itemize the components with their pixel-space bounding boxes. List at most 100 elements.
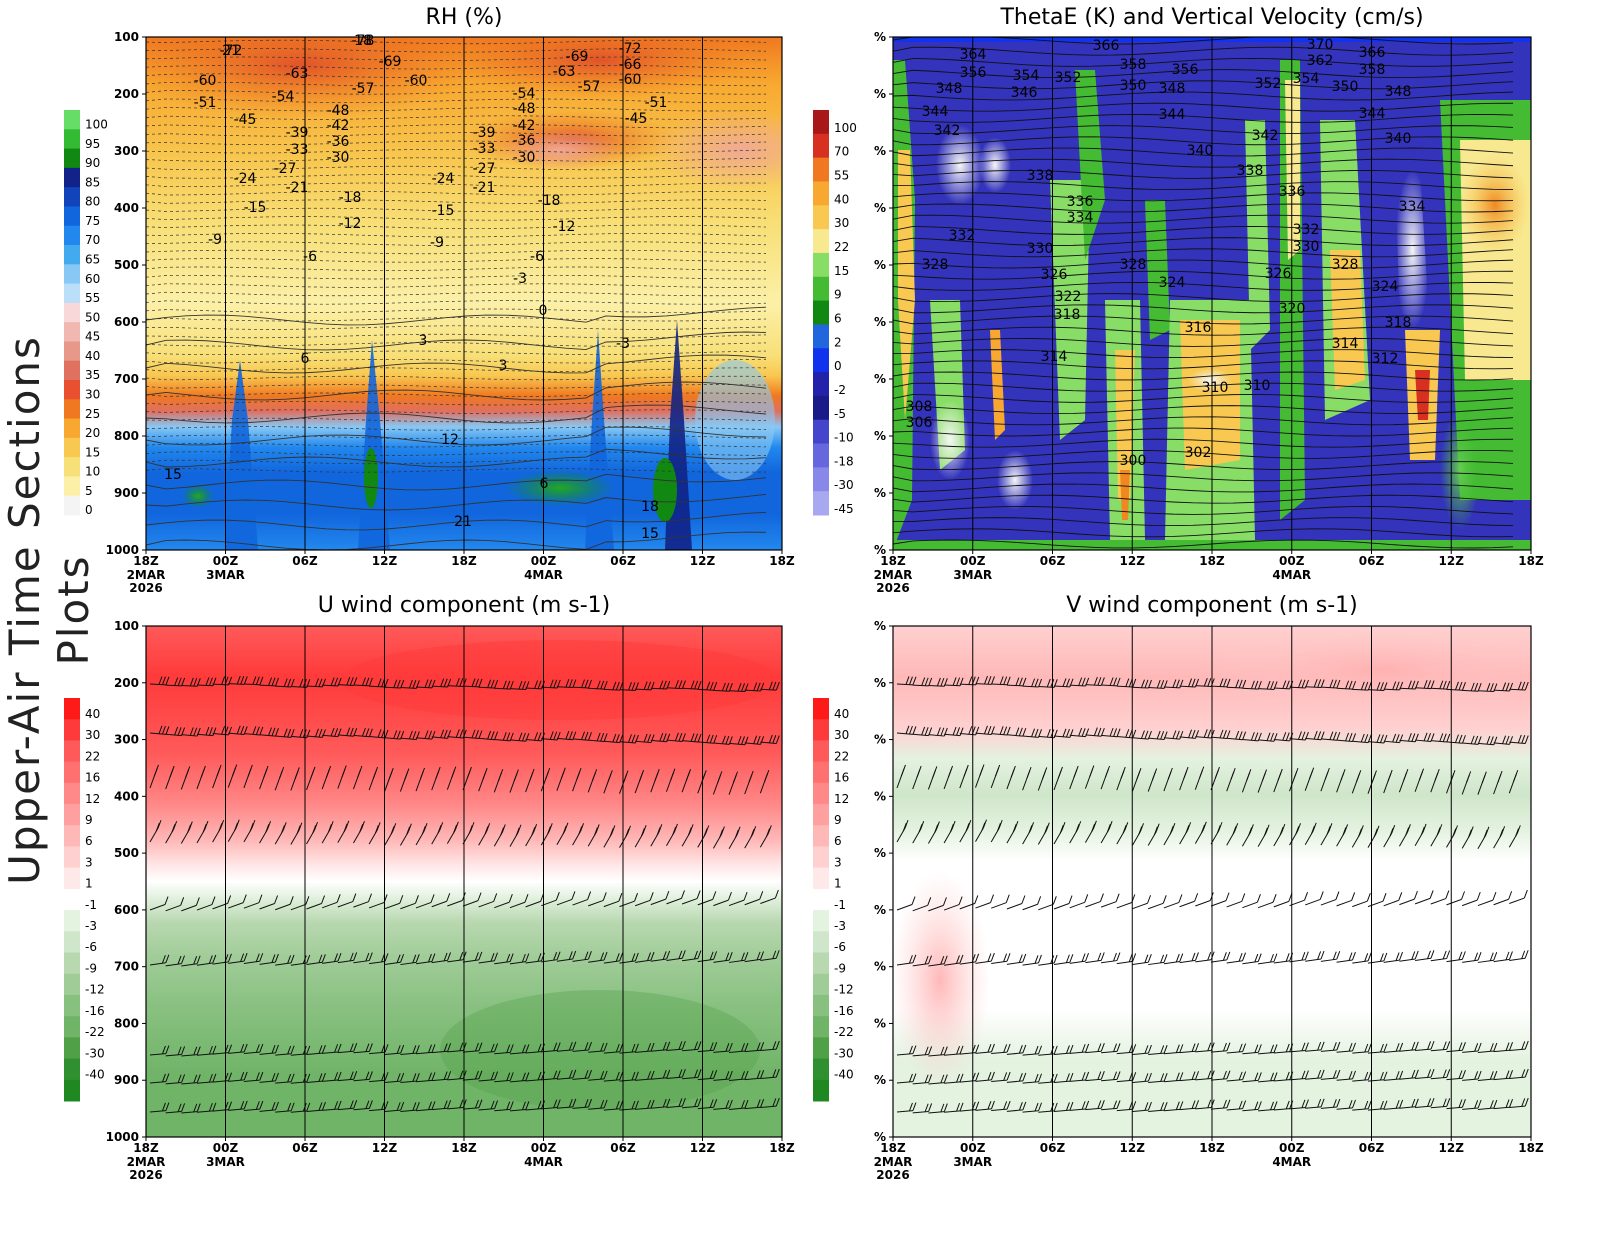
- v-wind-date-label: 2MAR: [874, 1155, 913, 1169]
- u-wind-wind-barb: [196, 684, 213, 687]
- rh-contour-label: -39: [286, 125, 309, 141]
- rh-contour-label: 6: [540, 476, 549, 492]
- u-wind-wind-barb: [290, 1110, 307, 1113]
- u-wind-wind-barb: [400, 902, 416, 910]
- v-wind-wind-barb: [944, 684, 961, 687]
- u-wind-wind-barb: [337, 1078, 354, 1082]
- rh-colorbar-label: 15: [85, 445, 100, 459]
- thetae-x-tick-label: 06Z: [1040, 554, 1066, 568]
- rh-contour-label: -66: [619, 57, 642, 73]
- thetae-contour-label: 314: [1332, 336, 1359, 352]
- rh-contour-label: 21: [454, 514, 472, 530]
- thetae-colorbar-swatch: [813, 110, 829, 135]
- u-wind-wind-barb: [509, 901, 526, 909]
- thetae-colorbar-label: -30: [834, 478, 854, 492]
- v-wind-y-tick-label: %: [874, 1073, 886, 1087]
- v-wind-wind-barb: [1415, 957, 1432, 962]
- v-wind-wind-barb: [1195, 959, 1212, 963]
- v-wind-wind-barb: [1226, 1108, 1243, 1111]
- u-wind-wind-barb: [228, 732, 245, 735]
- v-wind-wind-barb: [991, 960, 1008, 964]
- v-wind-wind-barb: [1415, 687, 1432, 690]
- v-wind-title: V wind component (m s-1): [1066, 593, 1358, 618]
- u-wind-wind-barb: [744, 742, 761, 745]
- rh-contour-label: 3: [499, 358, 508, 374]
- rh-colorbar-label: 35: [85, 368, 100, 382]
- v-wind-colorbar-swatch: [813, 740, 829, 763]
- v-wind-wind-barb: [991, 1108, 1008, 1111]
- u-wind-wind-barb: [666, 957, 683, 962]
- v-wind-wind-barb: [1273, 960, 1290, 964]
- u-wind-colorbar-swatch: [64, 846, 80, 869]
- v-wind-wind-barb: [1462, 1107, 1479, 1110]
- thetae-colorbar-swatch: [813, 276, 829, 302]
- v-wind-wind-barb: [1399, 958, 1416, 962]
- u-wind-wind-barb: [322, 734, 339, 738]
- rh-colorbar-swatch: [64, 167, 80, 188]
- u-wind-wind-barb: [525, 900, 541, 908]
- u-wind-wind-barb: [588, 959, 605, 963]
- thetae-contour-label: 354: [1013, 68, 1040, 84]
- v-wind-wind-barb: [1446, 1106, 1463, 1110]
- v-wind-wind-barb: [1462, 742, 1479, 745]
- v-wind-wind-barb: [1320, 1077, 1337, 1080]
- u-wind-wind-barb: [494, 1108, 511, 1112]
- v-wind-x-tick-label: 12Z: [1120, 1141, 1146, 1155]
- v-wind-colorbar-swatch: [813, 931, 829, 954]
- thetae-contour-label: 352: [1255, 76, 1282, 92]
- v-wind-colorbar-swatch: [813, 698, 829, 720]
- u-wind-wind-barb: [431, 1078, 448, 1082]
- v-wind-wind-barb: [1383, 1050, 1400, 1053]
- rh-colorbar-label: 50: [85, 310, 100, 324]
- v-wind-wind-barb: [991, 902, 1007, 909]
- thetae-contour-label: 324: [1159, 275, 1186, 291]
- rh-colorbar-swatch: [64, 418, 80, 439]
- u-wind-wind-barb: [619, 960, 636, 964]
- u-wind-wind-barb: [494, 687, 511, 690]
- u-wind-wind-barb: [353, 960, 370, 964]
- u-wind-date-label: 3MAR: [206, 1155, 245, 1169]
- v-wind-colorbar-swatch: [813, 846, 829, 869]
- u-wind-wind-barb: [243, 1079, 260, 1082]
- v-wind-wind-barb: [1446, 958, 1463, 963]
- u-wind-wind-barb: [384, 1052, 401, 1055]
- v-wind-wind-barb: [975, 1079, 992, 1082]
- v-wind-colorbar-label: -16: [834, 1004, 854, 1018]
- rh-colorbar-swatch: [64, 476, 80, 497]
- u-wind-wind-barb: [243, 683, 260, 686]
- rh-contour-label: -15: [244, 200, 267, 216]
- u-wind-wind-barb: [462, 1078, 479, 1081]
- rh-contour-label: -45: [234, 112, 257, 128]
- u-wind-wind-barb: [275, 735, 292, 738]
- v-wind-panel: V wind component (m s-1): [892, 593, 1532, 1138]
- v-wind-colorbar-label: 30: [834, 728, 849, 742]
- thetae-contour-label: 358: [1120, 57, 1147, 73]
- v-wind-wind-barb: [1038, 1053, 1055, 1056]
- v-wind-colorbar-label: -3: [834, 919, 846, 933]
- rh-y-tick-label: 500: [114, 258, 139, 272]
- u-wind-wind-barb: [431, 959, 448, 964]
- thetae-y-tick-label: %: [874, 87, 886, 101]
- rh-colorbar-swatch: [64, 148, 80, 169]
- thetae-contour-label: 352: [1055, 70, 1082, 86]
- v-wind-date-label: 4MAR: [1272, 1155, 1311, 1169]
- u-wind-wind-barb: [494, 961, 511, 965]
- v-wind-wind-barb: [1509, 1105, 1526, 1108]
- u-wind-colorbar-label: 3: [85, 855, 93, 869]
- v-wind-wind-barb: [1116, 736, 1133, 739]
- u-wind-colorbar-swatch: [64, 1016, 80, 1038]
- v-wind-wind-barb: [1383, 899, 1399, 907]
- u-wind-colorbar-label: 9: [85, 813, 93, 827]
- v-wind-wind-barb: [991, 1079, 1008, 1082]
- rh-x-tick-label: 12Z: [372, 554, 398, 568]
- u-wind-wind-barb: [556, 686, 573, 689]
- thetae-contour-label: 318: [1385, 315, 1412, 331]
- u-wind-wind-barb: [682, 958, 699, 962]
- u-wind-wind-barb: [509, 1051, 526, 1055]
- v-wind-wind-barb: [1132, 686, 1149, 689]
- v-wind-wind-barb: [1179, 1078, 1196, 1082]
- v-wind-y-tick-label: %: [874, 619, 886, 633]
- u-wind-wind-barb: [259, 684, 276, 687]
- thetae-contour-label: 308: [906, 399, 933, 415]
